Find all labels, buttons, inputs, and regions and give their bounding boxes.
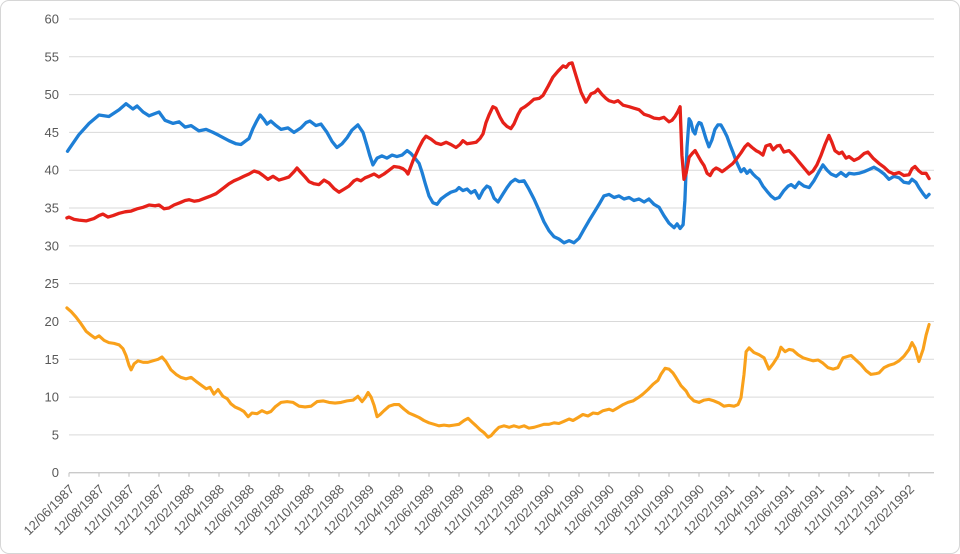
y-tick-label: 10 [45,390,59,405]
y-tick-label: 35 [45,201,59,216]
y-tick-label: 40 [45,163,59,178]
gridlines-group [69,18,934,474]
x-axis-group [68,472,934,477]
x-axis-labels-group: 12/06/198712/08/198712/10/198712/12/1987… [20,482,917,539]
series-group [65,61,931,439]
y-tick-label: 25 [45,276,59,291]
y-tick-label: 5 [52,427,59,442]
series-red-line [65,61,931,223]
series-orange-line [65,306,931,439]
y-tick-label: 0 [52,465,59,480]
y-tick-label: 60 [45,12,59,27]
y-tick-label: 20 [45,314,59,329]
y-tick-label: 55 [45,49,59,64]
y-tick-label: 45 [45,125,59,140]
series-blue-line [65,102,931,245]
y-tick-label: 30 [45,238,59,253]
y-tick-label: 15 [45,352,59,367]
y-axis-labels-group: 0 5 10 15 20 25 30 35 40 45 50 55 60 [45,12,59,481]
y-tick-label: 50 [45,87,59,102]
